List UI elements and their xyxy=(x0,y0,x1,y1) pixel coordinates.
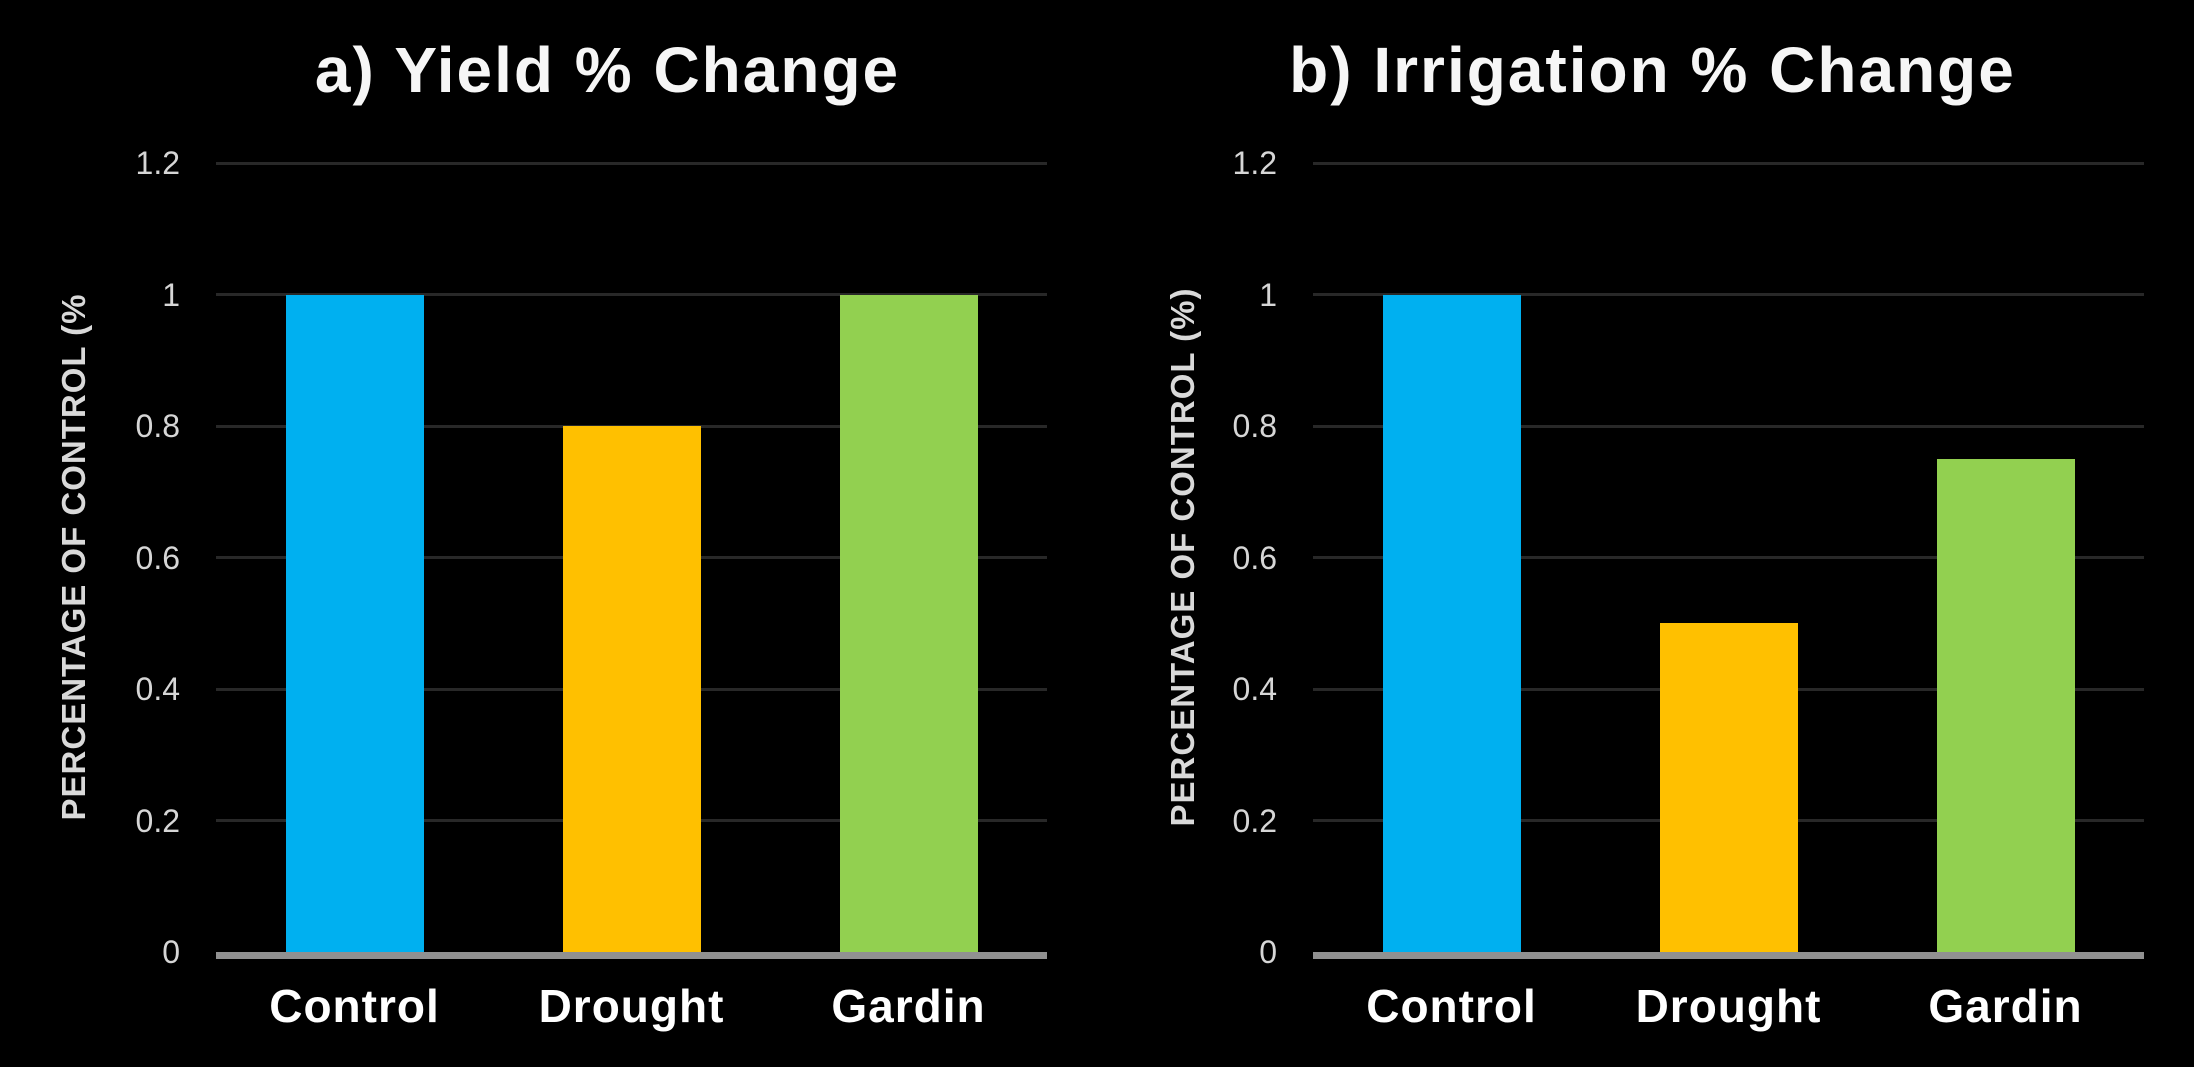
x-axis-line xyxy=(1313,952,2144,959)
y-tick-label: 1 xyxy=(162,276,180,313)
panel-yield-chart: a) Yield % Change PERCENTAGE OF CONTROL … xyxy=(0,34,1047,1040)
x-axis-category-labels: Control Drought Gardin xyxy=(216,980,1047,1040)
x-category-label: Control xyxy=(269,980,440,1032)
chart-title: a) Yield % Change xyxy=(314,34,901,106)
gridline xyxy=(1313,293,2144,296)
bar-drought xyxy=(1659,623,1798,952)
bar-gardin xyxy=(1936,458,2075,952)
bar-control xyxy=(1382,294,1521,952)
x-category-label: Drought xyxy=(538,980,725,1032)
plot-area xyxy=(1313,161,2144,959)
gridline xyxy=(1313,424,2144,428)
panel-irrigation-chart: b) Irrigation % Change PERCENTAGE OF CON… xyxy=(1097,0,2194,1067)
y-axis-tick-labels: 0 0.2 0.4 0.6 0.8 1 1.2 xyxy=(0,145,180,970)
x-axis-line xyxy=(216,952,1047,959)
plot-area xyxy=(216,161,1047,959)
x-category-label: Drought xyxy=(1635,980,1822,1032)
y-tick-label: 0.6 xyxy=(1232,539,1277,576)
x-category-label: Control xyxy=(1366,980,1537,1032)
y-tick-label: 0.4 xyxy=(135,671,180,707)
bar-drought xyxy=(562,426,701,952)
x-category-label: Gardin xyxy=(1928,980,2083,1032)
gridline xyxy=(1313,161,2144,165)
x-axis-category-labels: Control Drought Gardin xyxy=(1313,980,2144,1040)
y-tick-label: 0.4 xyxy=(1232,671,1277,707)
bar-gardin xyxy=(839,294,978,952)
y-tick-label: 1.2 xyxy=(1232,145,1277,181)
y-tick-label: 0.8 xyxy=(135,408,180,444)
y-tick-label: 0 xyxy=(1259,934,1277,970)
bar-control xyxy=(285,294,424,952)
y-tick-label: 1 xyxy=(1259,276,1277,313)
gridline xyxy=(1313,556,2144,559)
x-category-label: Gardin xyxy=(831,980,986,1032)
gridline xyxy=(216,161,1047,165)
chart-title: b) Irrigation % Change xyxy=(1289,34,2016,106)
y-tick-label: 0.6 xyxy=(135,539,180,576)
gridline xyxy=(216,293,1047,296)
y-axis-tick-labels: 0 0.2 0.4 0.6 0.8 1 1.2 xyxy=(1097,145,1277,970)
y-tick-label: 0.8 xyxy=(1232,408,1277,444)
y-tick-label: 0 xyxy=(162,934,180,970)
y-tick-label: 0.2 xyxy=(1232,802,1277,839)
y-tick-label: 1.2 xyxy=(135,145,180,181)
y-tick-label: 0.2 xyxy=(135,802,180,839)
